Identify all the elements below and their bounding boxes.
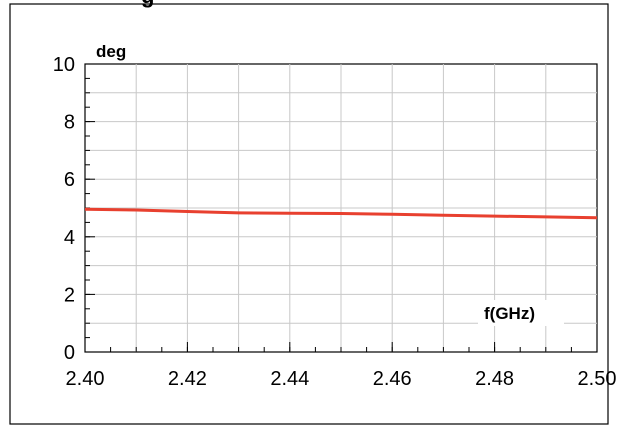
y-tick-label: 10 [53, 54, 75, 76]
y-tick-label: 8 [64, 112, 75, 134]
x-axis-label-bg [478, 300, 564, 326]
outer-frame [9, 3, 609, 425]
y-tick-label: 4 [64, 227, 75, 249]
gridlines [85, 64, 597, 352]
y-axis-label: deg [96, 42, 126, 61]
x-tick-label: 2.42 [168, 368, 207, 390]
y-tick-labels: 0 2 4 6 8 10 [53, 54, 75, 364]
title-fragment: g [141, 0, 154, 8]
y-axis-label-bg [92, 42, 138, 62]
y-tick-label: 6 [64, 169, 75, 191]
x-tick-label: 2.46 [373, 368, 412, 390]
x-tick-label: 2.40 [66, 368, 105, 390]
x-axis-label: f(GHz) [484, 304, 535, 323]
x-tick-label: 2.48 [475, 368, 514, 390]
y-tick-label: 2 [64, 284, 75, 306]
tick-marks [84, 63, 598, 353]
series-line [84, 207, 598, 220]
x-tick-label: 2.44 [270, 368, 309, 390]
x-tick-label: 2.50 [578, 368, 617, 390]
series-layer [84, 207, 598, 220]
y-tick-label: 0 [64, 342, 75, 364]
x-tick-labels: 2.40 2.42 2.44 2.46 2.48 2.50 [66, 368, 617, 390]
